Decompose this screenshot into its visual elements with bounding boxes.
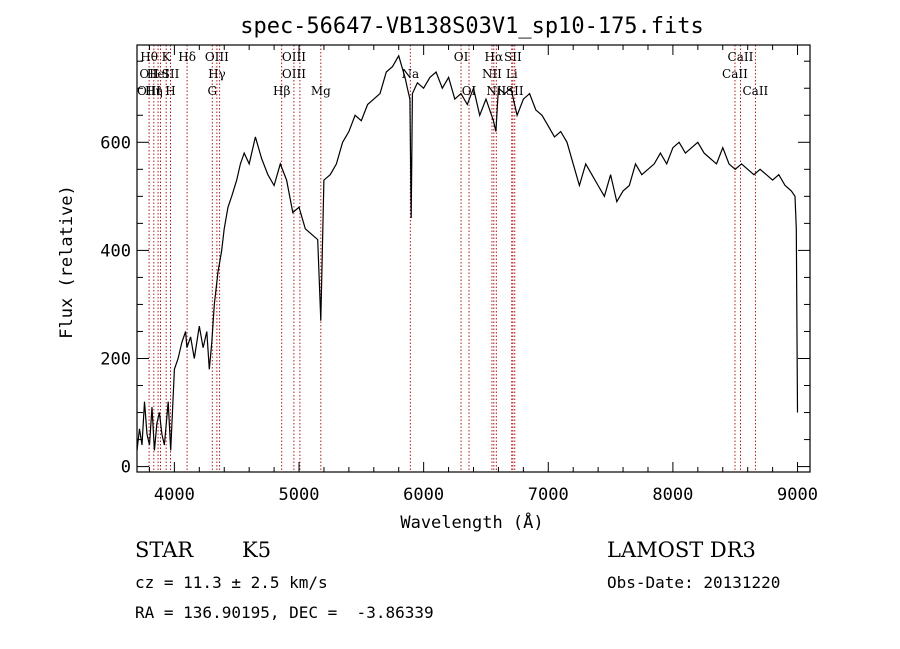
y-tick-label: 0 xyxy=(121,458,131,478)
x-axis-label: Wavelength (Å) xyxy=(400,511,543,533)
line-marker-label: OII xyxy=(139,67,159,81)
line-marker-label: NII xyxy=(486,84,506,98)
y-tick-label: 200 xyxy=(100,349,131,369)
obs-date: Obs-Date: 20131220 xyxy=(607,573,781,592)
line-marker-label: Li xyxy=(506,67,518,81)
plot-frame xyxy=(136,44,811,473)
line-markers xyxy=(148,45,756,472)
x-tick-label: 6000 xyxy=(403,485,444,505)
line-marker-label: Na xyxy=(401,67,419,81)
spectral-subclass: K5 xyxy=(242,538,272,562)
coordinates: RA = 136.90195, DEC = -3.86339 xyxy=(135,603,434,622)
axis-ticks: 4000 5000 6000 7000 8000 9000 0 200 400 600 xyxy=(100,45,818,505)
line-marker-label: SII xyxy=(162,67,180,81)
line-marker-label: G xyxy=(207,84,217,98)
line-marker-label: CaII xyxy=(742,84,768,98)
x-tick-label: 8000 xyxy=(652,485,693,505)
line-marker-label: Hθ xyxy=(140,50,158,64)
x-tick-label: 4000 xyxy=(154,485,195,505)
line-marker-label: Hα xyxy=(485,50,504,64)
line-marker-label: NII xyxy=(482,67,502,81)
chart-title: spec-56647-VB138S03V1_sp10-175.fits xyxy=(240,14,704,39)
line-marker-labels: HθOIIOIIIHηHeIKSIIHHδGOIIIHγHβOIIIOIIIMg… xyxy=(137,50,769,98)
line-marker-label: SII xyxy=(506,84,524,98)
line-marker-label: Hη xyxy=(145,84,163,98)
y-tick-label: 400 xyxy=(100,241,131,261)
line-marker-label: Hδ xyxy=(178,50,196,64)
line-marker-label: K xyxy=(162,50,172,64)
redshift-text: cz = 11.3 ± 2.5 km/s xyxy=(135,573,328,592)
line-marker-label: OIII xyxy=(282,67,306,81)
line-marker-label: OIII xyxy=(205,50,229,64)
line-marker-label: HeI xyxy=(147,67,170,81)
line-marker-label: OIII xyxy=(282,50,306,64)
object-type: STAR xyxy=(135,538,194,562)
line-marker-label: CaII xyxy=(728,50,754,64)
spectrum-line xyxy=(136,54,799,451)
survey-name: LAMOST DR3 xyxy=(607,538,756,562)
line-marker-label: OI xyxy=(462,84,477,98)
y-axis-label: Flux (relative) xyxy=(57,185,77,339)
x-tick-label: 9000 xyxy=(777,485,818,505)
line-marker-label: SII xyxy=(504,50,522,64)
line-marker-label: H xyxy=(165,84,175,98)
x-tick-label: 7000 xyxy=(528,485,569,505)
x-tick-label: 5000 xyxy=(279,485,320,505)
line-marker-label: OI xyxy=(454,50,469,64)
line-marker-label: Hβ xyxy=(273,84,290,98)
line-marker-label: Hγ xyxy=(208,67,226,81)
line-marker-label: Mg xyxy=(311,84,331,98)
y-tick-label: 600 xyxy=(100,133,131,153)
line-marker-label: CaII xyxy=(722,67,748,81)
line-marker-label: OIII xyxy=(137,84,161,98)
